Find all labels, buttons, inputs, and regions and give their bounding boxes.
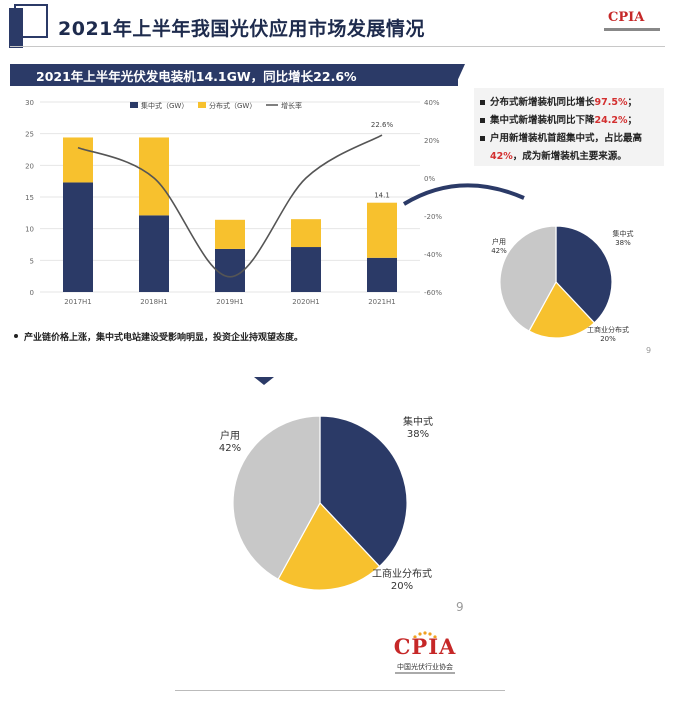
key-point-2-text: 集中式新增装机同比下降 (490, 115, 595, 126)
y-tick-label: 5 (30, 257, 34, 265)
sun-rays-icon (413, 631, 437, 638)
bar (291, 247, 321, 292)
cpia-logo-bottom: CPIA 中国光伏行业协会 (380, 631, 470, 678)
key-points-box: 分布式新增装机同比增长97.5%； 集中式新增装机同比下降24.2%； 户用新增… (474, 88, 664, 166)
y-tick-label: 0 (30, 289, 34, 297)
bar (63, 137, 93, 183)
bullet-square-icon (480, 100, 485, 105)
subtitle-bar (10, 64, 458, 86)
key-point-1-suffix: ； (627, 97, 637, 108)
growth-line-label: 22.6% (371, 121, 394, 129)
logo-underline (395, 672, 455, 674)
pie-label: 工商业分布式 (372, 567, 432, 580)
legend-swatch (130, 102, 138, 108)
down-arrow-shape (254, 377, 274, 385)
key-point-3: 户用新增装机首超集中式，占比最高 (480, 130, 642, 144)
bullet-square-icon (480, 118, 485, 123)
capacity-bar-chart: 0 5 10 15 20 25 30 40% 20% 0% -20% -40% -60% 2017H1 20… (25, 99, 442, 306)
y-tick-label: 10 (25, 226, 34, 234)
logo-underline (604, 28, 660, 31)
legend-label: 集中式（GW） (141, 101, 188, 110)
key-point-3-value: 42% (490, 151, 513, 162)
y-tick-label: 20 (25, 162, 34, 170)
subtitle-bar-tail (455, 64, 465, 86)
y2-tick-label: 20% (424, 137, 440, 145)
x-tick-label: 2021H1 (368, 298, 396, 306)
pie-label: 工商业分布式 (587, 325, 629, 334)
pie-percent-label: 20% (391, 581, 413, 592)
connector-arc-path (402, 183, 525, 206)
pie-slice (555, 225, 613, 324)
footnote: 产业链价格上涨，集中式电站建设受影响明显，投资企业持观望态度。 (24, 333, 304, 343)
key-point-2-suffix: ； (627, 115, 637, 126)
logo-text: CPIA (393, 634, 457, 659)
x-tick-label: 2017H1 (64, 298, 92, 306)
footnote-bullet-icon (14, 334, 18, 338)
pie-slice (319, 415, 408, 568)
bar (367, 202, 397, 258)
bar (367, 257, 397, 292)
pie-slice (232, 415, 321, 581)
bar (139, 215, 169, 292)
key-point-2-value: 24.2% (594, 115, 628, 126)
bullet-square-icon (480, 136, 485, 141)
bar (215, 248, 245, 292)
key-point-3-cont: 42%，成为新增装机主要来源。 (490, 148, 627, 162)
key-point-1: 分布式新增装机同比增长97.5%； (480, 94, 637, 108)
growth-line (77, 134, 383, 278)
down-arrow-icon (254, 377, 274, 385)
key-point-1-value: 97.5% (594, 97, 628, 108)
bar (215, 219, 245, 249)
pie-label: 户用 (492, 237, 506, 246)
page-number-top: 9 (646, 346, 652, 355)
pie-percent-label: 38% (407, 429, 429, 440)
subtitle-text: 2021年上半年光伏发电装机14.1GW，同比增长22.6% (36, 69, 357, 84)
key-point-2: 集中式新增装机同比下降24.2%； (480, 112, 637, 126)
bar (291, 219, 321, 248)
y-tick-label: 15 (25, 194, 34, 202)
pie-percent-label: 42% (491, 247, 507, 255)
legend-label: 增长率 (281, 101, 302, 110)
key-point-3-text: 户用新增装机首超集中式，占比最高 (490, 133, 643, 144)
legend-swatch (198, 102, 206, 108)
logo-subtitle: 中国光伏行业协会 (397, 663, 453, 671)
y2-tick-label: -20% (424, 213, 442, 221)
pie-label: 集中式 (613, 229, 634, 238)
page-number-bottom: 9 (456, 600, 464, 614)
pie-slice (499, 225, 557, 332)
slide-title: 2021年上半年我国光伏应用市场发展情况 (58, 18, 425, 40)
title-divider (10, 46, 665, 47)
y2-tick-label: 0% (424, 175, 435, 183)
pie-slice (528, 280, 596, 339)
x-tick-label: 2020H1 (292, 298, 320, 306)
pie-slice (277, 501, 381, 591)
pie-percent-label: 38% (615, 239, 631, 247)
key-point-1-text: 分布式新增装机同比增长 (490, 97, 595, 108)
logo-text: CPIA (608, 10, 645, 25)
y2-tick-label: -60% (424, 289, 442, 297)
pie-percent-label: 42% (219, 443, 241, 454)
bar (139, 137, 169, 216)
pie-label: 集中式 (403, 415, 433, 428)
y2-tick-label: 40% (424, 99, 440, 107)
bar-data-label: 14.1 (374, 192, 390, 200)
x-tick-label: 2019H1 (216, 298, 244, 306)
corner-accent-box (14, 4, 48, 38)
cpia-logo-top: CPIA (600, 8, 660, 40)
key-point-3-suffix: ，成为新增装机主要来源。 (512, 151, 627, 162)
y-tick-label: 30 (25, 99, 34, 107)
corner-accent-bar (9, 8, 23, 48)
bar (63, 182, 93, 292)
bottom-divider (175, 690, 505, 691)
pie-label: 户用 (220, 429, 240, 442)
pie-percent-label: 20% (600, 335, 616, 343)
x-tick-label: 2018H1 (140, 298, 168, 306)
y2-tick-label: -40% (424, 251, 442, 259)
y-tick-label: 25 (25, 131, 34, 139)
connector-arc (402, 183, 525, 206)
legend-label: 分布式（GW） (209, 101, 256, 110)
